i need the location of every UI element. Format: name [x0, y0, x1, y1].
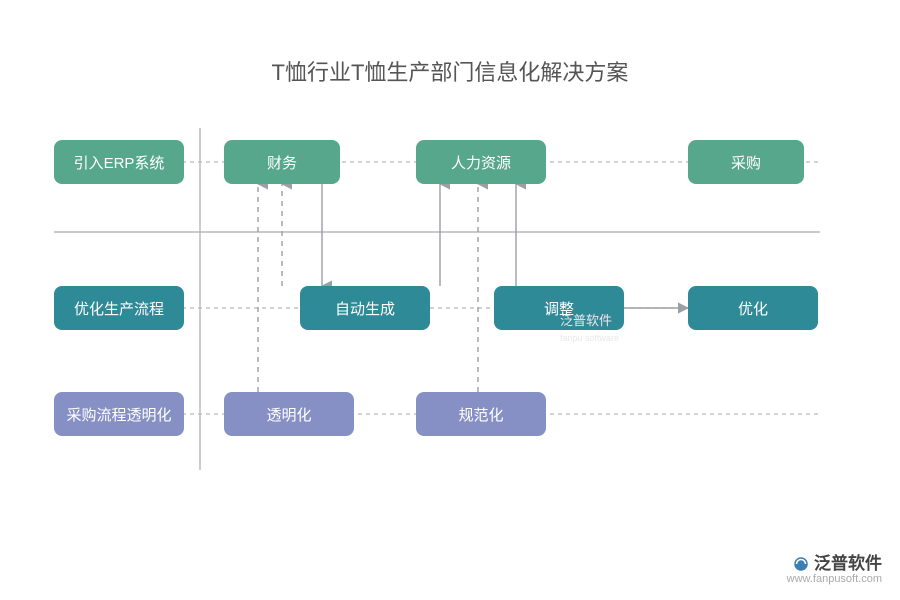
brand-sub-text: www.fanpusoft.com — [787, 573, 882, 586]
node-label: 优化 — [738, 298, 768, 319]
brand-logo-icon — [792, 555, 810, 573]
node-standard: 规范化 — [416, 392, 546, 436]
node-procure: 采购 — [688, 140, 804, 184]
diagram-canvas: T恤行业T恤生产部门信息化解决方案 引入ERP系统 财务 人力资源 采购优化生产流程 自… — [0, 0, 900, 600]
node-label: 透明化 — [266, 404, 311, 425]
node-label: 采购流程透明化 — [66, 404, 171, 425]
diagram-title: T恤行业T恤生产部门信息化解决方案 — [0, 55, 900, 87]
node-label: 调整 — [544, 298, 574, 319]
node-label: 优化生产流程 — [74, 298, 164, 319]
faint-watermark-sub: fanpu software — [560, 333, 619, 343]
node-label: 采购 — [731, 152, 761, 173]
node-adjust: 调整 — [494, 286, 624, 330]
node-erp: 引入ERP系统 — [54, 140, 184, 184]
node-label: 规范化 — [458, 404, 503, 425]
node-label: 人力资源 — [451, 152, 511, 173]
brand-main: 泛普软件 — [787, 554, 882, 574]
node-autogen: 自动生成 — [300, 286, 430, 330]
node-finance: 财务 — [224, 140, 340, 184]
node-hr: 人力资源 — [416, 140, 546, 184]
brand-watermark: 泛普软件 www.fanpusoft.com — [787, 554, 882, 586]
node-transparent: 透明化 — [224, 392, 354, 436]
node-transp: 采购流程透明化 — [54, 392, 184, 436]
node-optprod: 优化生产流程 — [54, 286, 184, 330]
node-optimize: 优化 — [688, 286, 818, 330]
node-label: 引入ERP系统 — [74, 152, 165, 173]
node-label: 财务 — [267, 152, 297, 173]
node-label: 自动生成 — [335, 298, 395, 319]
brand-main-text: 泛普软件 — [814, 554, 882, 574]
